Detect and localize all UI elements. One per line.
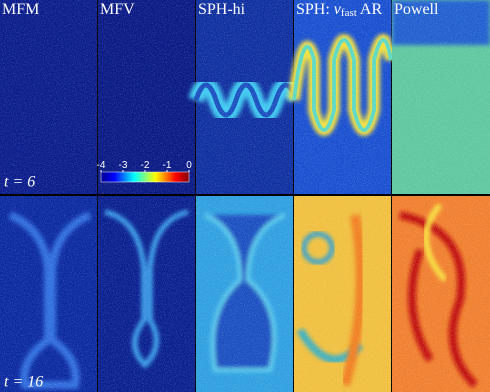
colorbar-tick-label: 0 xyxy=(186,160,192,171)
panel-label: Powell xyxy=(394,1,439,18)
colorbar-tick-label: -4 xyxy=(97,160,106,171)
panel-label: SPH: vfast AR xyxy=(296,1,382,19)
colorbar-tick-label: -1 xyxy=(163,160,172,171)
label-part: MFM xyxy=(2,1,39,18)
label-part: SPH-hi xyxy=(198,1,246,18)
panel-label: MFV xyxy=(100,1,135,18)
panel-label: SPH-hi xyxy=(198,1,246,18)
label-part: AR xyxy=(357,1,383,18)
panel-label: MFM xyxy=(2,1,39,18)
colorbar-tick-label: -3 xyxy=(119,160,128,171)
colorbar-tick-label: -2 xyxy=(141,160,150,171)
label-part: SPH: xyxy=(296,1,334,18)
label-part: Powell xyxy=(394,1,439,18)
time-label: t = 6 xyxy=(4,173,35,190)
label-part: fast xyxy=(341,7,357,19)
label-part: v xyxy=(334,1,342,18)
label-part: MFV xyxy=(100,1,135,18)
time-label: t = 16 xyxy=(4,373,43,390)
colorbar xyxy=(100,171,190,183)
